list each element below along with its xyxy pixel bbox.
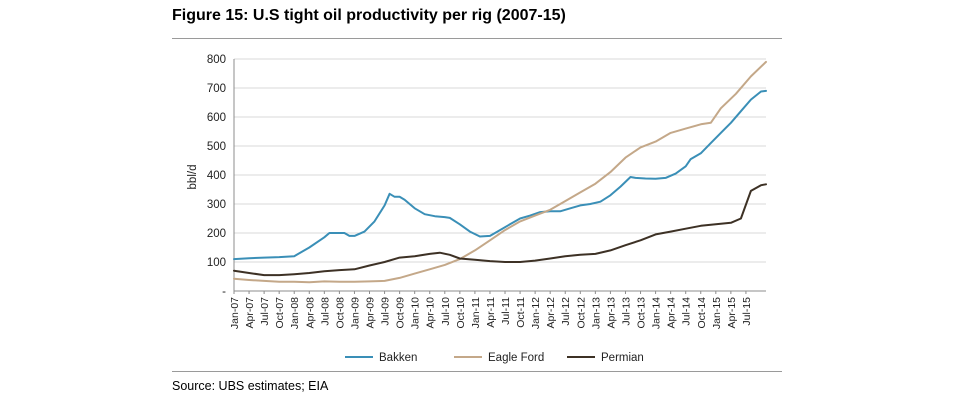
x-tick-label: Oct-10 [455, 297, 467, 329]
x-tick-label: Jan-10 [410, 297, 422, 329]
axes [233, 59, 766, 292]
x-tick-label: Jul-15 [741, 297, 753, 326]
x-tick-label: Apr-07 [244, 297, 256, 329]
x-tick-label: Jul-08 [319, 297, 331, 326]
x-tick-label: Jul-14 [681, 297, 693, 326]
legend: Bakken Eagle Ford Permian [345, 352, 644, 364]
y-tick-label: 100 [207, 257, 226, 269]
x-tick-label: Jan-11 [470, 297, 482, 328]
x-tick-label: Jan-12 [530, 297, 542, 329]
legend-label: Bakken [379, 352, 417, 364]
title-divider [172, 38, 782, 39]
x-tick-label: Oct-09 [395, 297, 407, 329]
x-tick-label: Apr-12 [545, 297, 557, 329]
x-tick-label: Jan-15 [711, 297, 723, 329]
chart-title: Figure 15: U.S tight oil productivity pe… [172, 7, 566, 24]
y-tick-label: 600 [207, 112, 226, 124]
y-tick-label: 400 [207, 170, 226, 182]
y-axis-label: bbl/d [187, 165, 199, 190]
gridlines [234, 58, 766, 263]
series-line-permian [233, 183, 767, 277]
x-tick-label: Jan-14 [651, 297, 663, 329]
x-tick-label: Apr-14 [666, 297, 678, 329]
x-tick-label: Jul-07 [259, 297, 271, 326]
x-tick-label: Oct-12 [575, 297, 587, 329]
x-tick-label: Jan-08 [289, 297, 301, 329]
x-tick-label: Oct-07 [274, 297, 286, 329]
footer-divider [172, 371, 782, 372]
x-tick-label: Jul-13 [620, 297, 632, 326]
series-lines [233, 60, 767, 284]
x-tick-label: Jan-07 [229, 297, 241, 329]
x-axis-ticks: Jan-07 Apr-07 Jul-07 Oct-07 Jan-08 Apr-08 Jul-… [229, 291, 753, 329]
x-tick-label: Apr-13 [605, 297, 617, 329]
y-axis-ticks: - 100 200 300 400 500 600 700 800 [207, 54, 226, 298]
x-tick-label: Jul-10 [440, 297, 452, 326]
x-tick-label: Oct-08 [334, 297, 346, 329]
series-line-bakken [233, 89, 767, 261]
legend-label: Eagle Ford [488, 352, 544, 364]
x-tick-label: Oct-14 [696, 297, 708, 329]
x-tick-label: Jul-12 [560, 297, 572, 326]
x-tick-label: Jan-09 [349, 297, 361, 329]
legend-label: Permian [601, 352, 644, 364]
x-tick-label: Apr-08 [304, 297, 316, 329]
y-tick-label: 300 [207, 199, 226, 211]
x-tick-label: Apr-11 [485, 297, 497, 328]
x-tick-label: Apr-09 [365, 297, 377, 329]
x-tick-label: Jul-11 [500, 297, 512, 325]
x-tick-label: Apr-15 [726, 297, 738, 329]
x-tick-label: Oct-13 [636, 297, 648, 329]
x-tick-label: Apr-10 [425, 297, 437, 329]
y-tick-label: 700 [207, 83, 226, 95]
x-tick-label: Jul-09 [380, 297, 392, 326]
y-tick-label: 800 [207, 54, 226, 66]
y-tick-label: - [222, 286, 226, 298]
y-tick-label: 200 [207, 228, 226, 240]
y-tick-label: 500 [207, 141, 226, 153]
source-note: Source: UBS estimates; EIA [172, 379, 329, 393]
series-line-eagle-ford [233, 60, 767, 284]
x-tick-label: Oct-11 [515, 297, 527, 328]
x-tick-label: Jan-13 [590, 297, 602, 329]
